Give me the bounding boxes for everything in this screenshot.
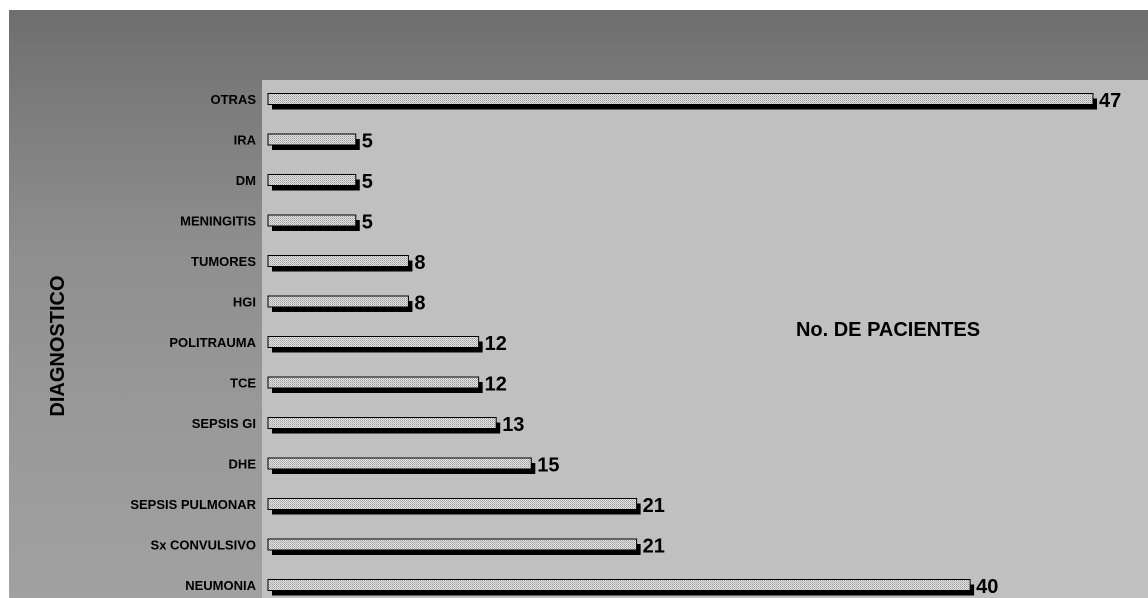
- value-label-meningitis: 5: [362, 212, 373, 234]
- bar-dhe: [267, 457, 532, 470]
- category-label-sepsis-pulmonar: SEPSIS PULMONAR: [130, 497, 256, 512]
- value-label-tce: 12: [485, 374, 507, 396]
- value-label-politrauma: 12: [485, 333, 507, 355]
- value-label-sepsis-gi: 13: [502, 414, 524, 436]
- category-label-hgi: HGI: [233, 295, 256, 310]
- category-label-tumores: TUMORES: [191, 254, 256, 269]
- value-label-neumonia: 40: [976, 576, 998, 598]
- category-label-otras: OTRAS: [211, 92, 257, 107]
- category-label-ira: IRA: [234, 133, 257, 148]
- bar-meningitis: [267, 214, 357, 227]
- bar-neumonia: [267, 579, 971, 591]
- bar-sx-convulsivo: [267, 538, 638, 551]
- value-label-tumores: 8: [414, 252, 425, 274]
- value-label-sx-convulsivo: 21: [643, 536, 665, 558]
- bar-tce: [267, 376, 480, 389]
- x-axis-title: No. DE PACIENTES: [796, 319, 980, 341]
- bar-ira: [267, 133, 357, 146]
- category-label-politrauma: POLITRAUMA: [169, 335, 256, 350]
- category-label-neumonia: NEUMONIA: [185, 578, 256, 593]
- bar-otras: [267, 93, 1094, 105]
- bar-tumores: [267, 255, 409, 267]
- value-label-ira: 5: [362, 131, 373, 153]
- y-axis-title: DIAGNOSTICO: [47, 275, 69, 416]
- category-label-dm: DM: [236, 173, 256, 188]
- value-label-dhe: 15: [537, 455, 559, 477]
- bar-sepsis-pulmonar: [267, 498, 638, 510]
- category-label-sx-convulsivo: Sx CONVULSIVO: [151, 538, 256, 553]
- value-label-otras: 47: [1099, 90, 1121, 112]
- category-label-dhe: DHE: [229, 457, 257, 472]
- bar-sepsis-gi: [267, 417, 497, 429]
- value-label-sepsis-pulmonar: 21: [643, 495, 665, 517]
- category-label-meningitis: MENINGITIS: [180, 214, 256, 229]
- bar-hgi: [267, 295, 409, 308]
- bar-politrauma: [267, 336, 480, 348]
- value-label-dm: 5: [362, 171, 373, 193]
- category-label-tce: TCE: [230, 376, 256, 391]
- bar-dm: [267, 174, 357, 186]
- value-label-hgi: 8: [414, 293, 425, 315]
- category-label-sepsis-gi: SEPSIS GI: [192, 416, 256, 431]
